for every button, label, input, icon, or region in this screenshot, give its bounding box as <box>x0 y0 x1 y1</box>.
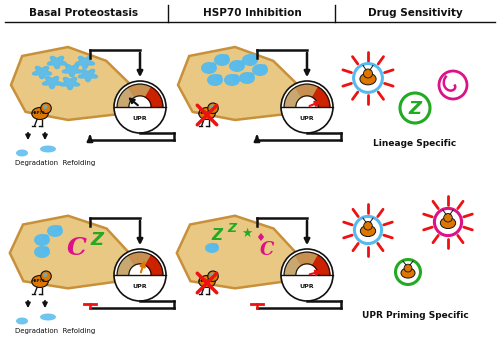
Ellipse shape <box>47 225 63 237</box>
Wedge shape <box>117 255 134 275</box>
Circle shape <box>444 213 452 222</box>
Circle shape <box>238 60 244 67</box>
Ellipse shape <box>360 73 376 85</box>
Circle shape <box>208 271 218 282</box>
Polygon shape <box>48 57 66 68</box>
Ellipse shape <box>239 72 255 84</box>
Ellipse shape <box>205 243 219 253</box>
Text: Degradation  Refolding: Degradation Refolding <box>15 160 95 166</box>
Text: HSP70: HSP70 <box>32 112 45 115</box>
Text: HSP70 Inhibition: HSP70 Inhibition <box>202 8 302 18</box>
Circle shape <box>42 246 50 253</box>
Circle shape <box>281 81 333 133</box>
Ellipse shape <box>199 276 215 287</box>
Ellipse shape <box>40 313 56 320</box>
Wedge shape <box>146 255 163 275</box>
Ellipse shape <box>34 234 50 246</box>
Circle shape <box>364 69 372 78</box>
Wedge shape <box>284 87 302 107</box>
Text: Lineage Specific: Lineage Specific <box>374 139 456 147</box>
Circle shape <box>208 103 218 113</box>
Circle shape <box>404 264 412 272</box>
Ellipse shape <box>252 64 268 76</box>
Wedge shape <box>312 255 330 275</box>
Ellipse shape <box>32 276 48 287</box>
Text: Basal Proteostasis: Basal Proteostasis <box>30 8 138 18</box>
Ellipse shape <box>34 246 50 258</box>
Circle shape <box>41 271 51 282</box>
Wedge shape <box>296 252 318 265</box>
Ellipse shape <box>440 218 456 229</box>
Ellipse shape <box>360 225 376 237</box>
Ellipse shape <box>40 146 56 152</box>
Text: ♦: ♦ <box>255 233 265 243</box>
Circle shape <box>216 74 222 81</box>
Circle shape <box>213 243 218 249</box>
Ellipse shape <box>16 150 28 157</box>
Circle shape <box>281 249 333 301</box>
Polygon shape <box>78 69 98 82</box>
Circle shape <box>210 272 214 277</box>
Circle shape <box>114 249 166 301</box>
Text: UPR Priming Specific: UPR Priming Specific <box>362 311 469 319</box>
Circle shape <box>41 103 51 113</box>
PathPatch shape <box>10 216 129 288</box>
Ellipse shape <box>242 54 258 66</box>
Circle shape <box>250 54 258 61</box>
Circle shape <box>210 105 214 109</box>
Text: HSP70: HSP70 <box>32 279 45 284</box>
Text: Z: Z <box>228 221 236 234</box>
Ellipse shape <box>16 318 28 325</box>
Text: Drug Sensitivity: Drug Sensitivity <box>368 8 462 18</box>
PathPatch shape <box>178 47 298 120</box>
Polygon shape <box>62 65 82 77</box>
Circle shape <box>43 105 48 109</box>
Ellipse shape <box>199 107 215 119</box>
Polygon shape <box>60 78 80 90</box>
Circle shape <box>222 54 230 61</box>
Text: UPR: UPR <box>132 284 148 289</box>
Wedge shape <box>128 84 152 97</box>
Text: HSP70: HSP70 <box>199 279 212 284</box>
Polygon shape <box>32 66 52 79</box>
Text: C: C <box>67 236 87 260</box>
PathPatch shape <box>11 47 131 120</box>
Circle shape <box>210 62 216 69</box>
Text: UPR: UPR <box>300 284 314 289</box>
Circle shape <box>260 64 268 71</box>
Wedge shape <box>128 252 152 265</box>
Wedge shape <box>312 87 330 107</box>
Polygon shape <box>42 77 62 88</box>
Text: Degradation  Refolding: Degradation Refolding <box>15 328 95 334</box>
Ellipse shape <box>32 107 48 119</box>
Circle shape <box>248 72 254 79</box>
Circle shape <box>114 81 166 133</box>
Text: ★: ★ <box>242 226 252 239</box>
Wedge shape <box>146 87 163 107</box>
Polygon shape <box>76 57 94 68</box>
PathPatch shape <box>177 216 296 288</box>
Text: UPR: UPR <box>132 116 148 121</box>
Text: Z: Z <box>212 229 222 244</box>
Ellipse shape <box>224 74 240 86</box>
Text: UPR: UPR <box>300 116 314 121</box>
Circle shape <box>42 234 50 241</box>
Circle shape <box>43 272 48 277</box>
Circle shape <box>56 225 62 232</box>
Circle shape <box>232 74 239 81</box>
Ellipse shape <box>201 62 217 74</box>
Text: HSP70: HSP70 <box>199 112 212 115</box>
Text: Z: Z <box>408 100 422 118</box>
Circle shape <box>364 221 372 230</box>
Wedge shape <box>296 84 318 97</box>
Ellipse shape <box>207 74 223 86</box>
Text: C: C <box>260 241 274 259</box>
Wedge shape <box>117 87 134 107</box>
Ellipse shape <box>214 54 230 66</box>
Text: Z: Z <box>90 231 104 249</box>
Ellipse shape <box>401 268 415 278</box>
Ellipse shape <box>229 60 245 72</box>
Wedge shape <box>284 255 302 275</box>
